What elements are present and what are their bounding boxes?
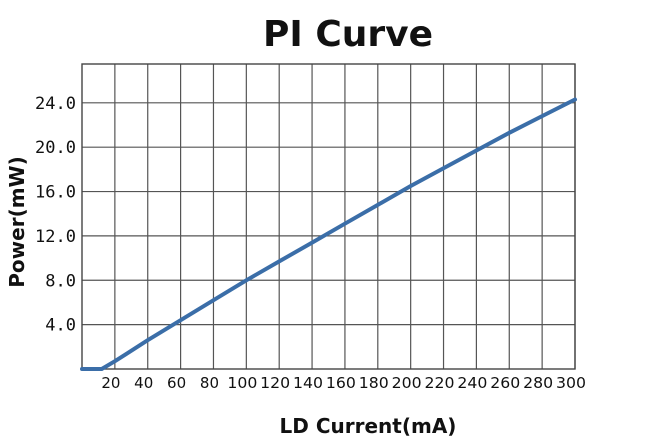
y-tick-label: 8.0 [45, 271, 76, 291]
x-tick-label: 280 [523, 374, 553, 392]
x-tick-label: 140 [293, 374, 323, 392]
x-axis-label: LD Current(mA) [280, 414, 457, 438]
y-tick-label: 12.0 [35, 227, 76, 247]
grid [82, 64, 576, 369]
y-axis-label: Power(mW) [5, 156, 29, 287]
y-tick-label: 24.0 [35, 94, 76, 114]
x-tick-label: 120 [260, 374, 290, 392]
x-tick-label: 40 [134, 374, 153, 392]
x-tick-label: 160 [326, 374, 356, 392]
x-tick-label: 220 [425, 374, 455, 392]
x-tick-label: 80 [200, 374, 219, 392]
x-tick-label: 300 [556, 374, 586, 392]
chart-title: PI Curve [263, 14, 433, 55]
x-tick-labels: 20 40 60 80 100 120 140 160 180 200 220 240 260 280 30… [101, 374, 586, 392]
y-tick-label: 20.0 [35, 138, 76, 158]
series-line [80, 97, 577, 371]
x-tick-label: 100 [227, 374, 257, 392]
x-tick-label: 60 [167, 374, 186, 392]
x-tick-label: 20 [101, 374, 120, 392]
x-tick-label: 200 [392, 374, 422, 392]
y-tick-label: 16.0 [35, 183, 76, 203]
y-tick-label: 4.0 [45, 316, 76, 336]
x-tick-label: 180 [359, 374, 389, 392]
y-tick-labels: 4.0 8.0 12.0 16.0 20.0 24.0 [35, 94, 76, 336]
x-tick-label: 240 [457, 374, 487, 392]
x-tick-label: 260 [490, 374, 520, 392]
plot-frame [81, 63, 576, 370]
series-layer [80, 97, 577, 371]
